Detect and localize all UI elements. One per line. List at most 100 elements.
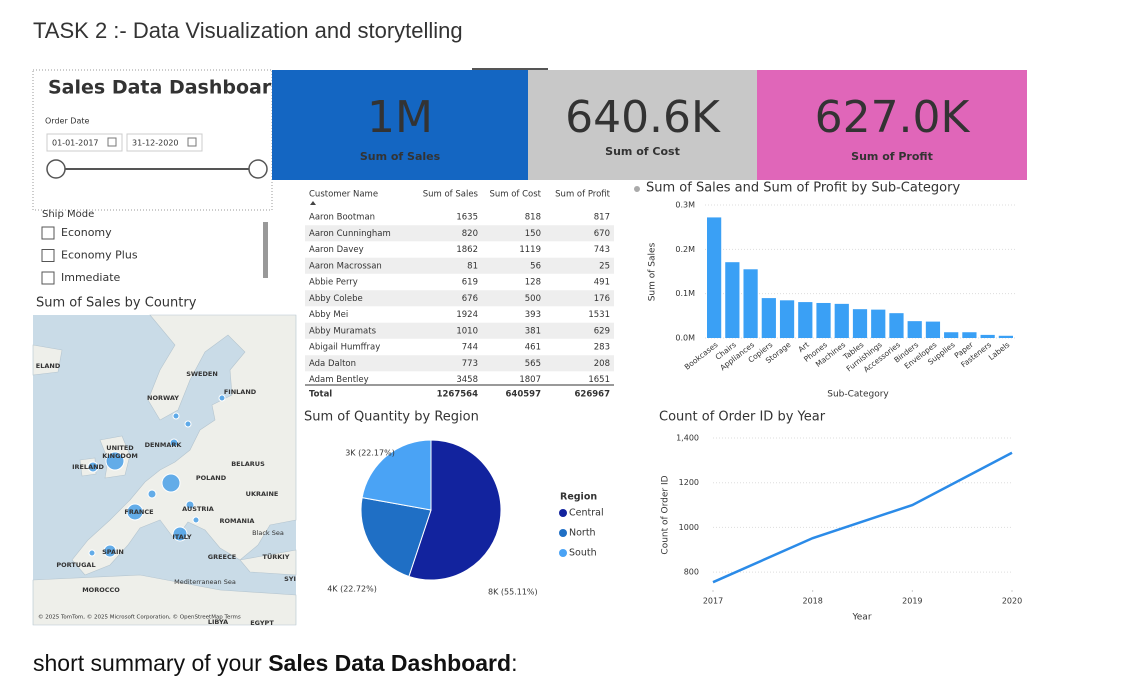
y-tick-label: 800: [684, 568, 699, 577]
kpi-card: [757, 70, 1027, 180]
bar: [944, 332, 959, 338]
table-header: Sum of Sales: [423, 190, 479, 200]
table-cell: 744: [462, 343, 478, 353]
map-place: BELARUS: [231, 460, 265, 468]
table-cell: 670: [594, 229, 610, 239]
map-place: MOROCCO: [82, 586, 120, 594]
map-place: NORWAY: [147, 394, 179, 402]
table-cell: 393: [525, 310, 541, 320]
map-place: Black Sea: [252, 529, 284, 537]
footer-plain: short summary of your: [33, 650, 268, 676]
bar: [743, 269, 758, 338]
table-cell: 283: [594, 343, 610, 353]
x-axis-label: Sub-Category: [827, 390, 889, 400]
map-place: IRELAND: [72, 463, 104, 471]
kpi-value: 627.0K: [815, 92, 971, 143]
table-cell: Abbie Perry: [309, 278, 358, 288]
pie-slice: [360, 497, 432, 578]
table-cell: 1010: [456, 326, 478, 336]
map-bubble: [218, 394, 226, 402]
checkbox: [41, 249, 55, 262]
table-header: Sum of Cost: [489, 190, 541, 200]
pie-label: 4K (22.72%): [327, 585, 377, 594]
table-cell: 500: [525, 294, 541, 304]
map-place: PORTUGAL: [56, 561, 95, 569]
bar: [852, 309, 868, 338]
map-place: UKRAINE: [246, 490, 279, 498]
header-title: TASK 2 :- Data Visualization and storyte…: [33, 18, 463, 43]
map-bubble: [105, 451, 125, 471]
x-tick-label: 2020: [1002, 597, 1022, 606]
slider-handle: [248, 159, 268, 179]
ship-mode-option: Economy: [61, 226, 112, 239]
bar: [834, 303, 849, 338]
chart-title: Sum of Quantity by Region: [304, 410, 479, 425]
table-cell: Aaron Macrossan: [309, 261, 382, 271]
map-bubble: [169, 438, 179, 448]
table-cell: 1651: [588, 375, 610, 385]
y-tick-label: 1200: [679, 478, 699, 487]
table-cell: Abby Mei: [309, 310, 348, 320]
date-value: 01-01-2017: [52, 139, 99, 148]
pie-slice: [408, 439, 502, 581]
table-cell: 773: [462, 359, 478, 369]
table-cell: 128: [525, 278, 541, 288]
bar: [816, 302, 831, 338]
legend-entry: North: [569, 528, 596, 539]
map-bubble: [147, 489, 157, 499]
table-cell: Abby Muramats: [309, 326, 377, 336]
map-land: [239, 549, 297, 576]
map-place: SWEDEN: [186, 370, 218, 378]
table-cell: 743: [594, 245, 610, 255]
table-cell: 820: [462, 229, 478, 239]
calendar-icon: [187, 137, 197, 147]
table-header: Customer Name: [309, 190, 378, 200]
map-place: FINLAND: [224, 388, 257, 396]
map-bubble: [88, 549, 96, 557]
map-place: SYI: [284, 575, 296, 583]
table-row-band: [305, 225, 614, 242]
table-cell: 817: [594, 213, 610, 223]
table-cell: 491: [594, 278, 610, 288]
table-cell: 176: [594, 294, 610, 304]
top-bar: [472, 68, 548, 70]
bar: [907, 321, 922, 338]
map-title: Sum of Sales by Country: [36, 296, 197, 311]
y-tick-label: 1,400: [676, 434, 699, 443]
table-cell: Abby Colebe: [309, 294, 363, 304]
y-tick-label: 0.2M: [675, 245, 695, 254]
bar: [707, 217, 722, 338]
map-bubble: [87, 461, 99, 473]
chart-title: Sum of Sales and Sum of Profit by Sub-Ca…: [646, 181, 960, 196]
table-cell: Ada Dalton: [309, 359, 356, 369]
ship-mode-option: Immediate: [61, 271, 121, 284]
map-place: POLAND: [196, 474, 227, 482]
ship-mode-label: Ship Mode: [42, 209, 94, 220]
map-attribution: © 2025 TomTom, © 2025 Microsoft Corporat…: [38, 614, 241, 621]
ship-mode-option: Economy Plus: [61, 249, 138, 262]
scrollbar: [263, 222, 268, 278]
kpi-card: [528, 70, 757, 180]
map-bubble: [172, 412, 180, 420]
legend-entry: South: [569, 548, 597, 559]
map-bubble: [172, 526, 188, 542]
kpi-value: 1M: [367, 92, 433, 143]
map-bubble: [103, 544, 117, 558]
bar: [871, 309, 886, 338]
sort-arrow: [310, 201, 316, 205]
table-cell: Aaron Cunningham: [309, 229, 391, 239]
y-tick-label: 0.3M: [675, 201, 695, 210]
y-tick-label: 1000: [679, 523, 699, 532]
table-cell: 629: [594, 326, 610, 336]
table-row-band: [305, 355, 614, 372]
table-total: Total: [309, 390, 332, 400]
kpi-label: Sum of Cost: [605, 145, 680, 158]
bar: [889, 313, 904, 338]
table-cell: 1635: [456, 213, 478, 223]
map-place: ELAND: [36, 362, 61, 370]
map-bubble: [185, 500, 195, 510]
table-cell: 208: [594, 359, 610, 369]
table-cell: 619: [462, 278, 478, 288]
table-total: 640597: [506, 390, 542, 400]
y-axis-label: Sum of Sales: [648, 242, 658, 301]
